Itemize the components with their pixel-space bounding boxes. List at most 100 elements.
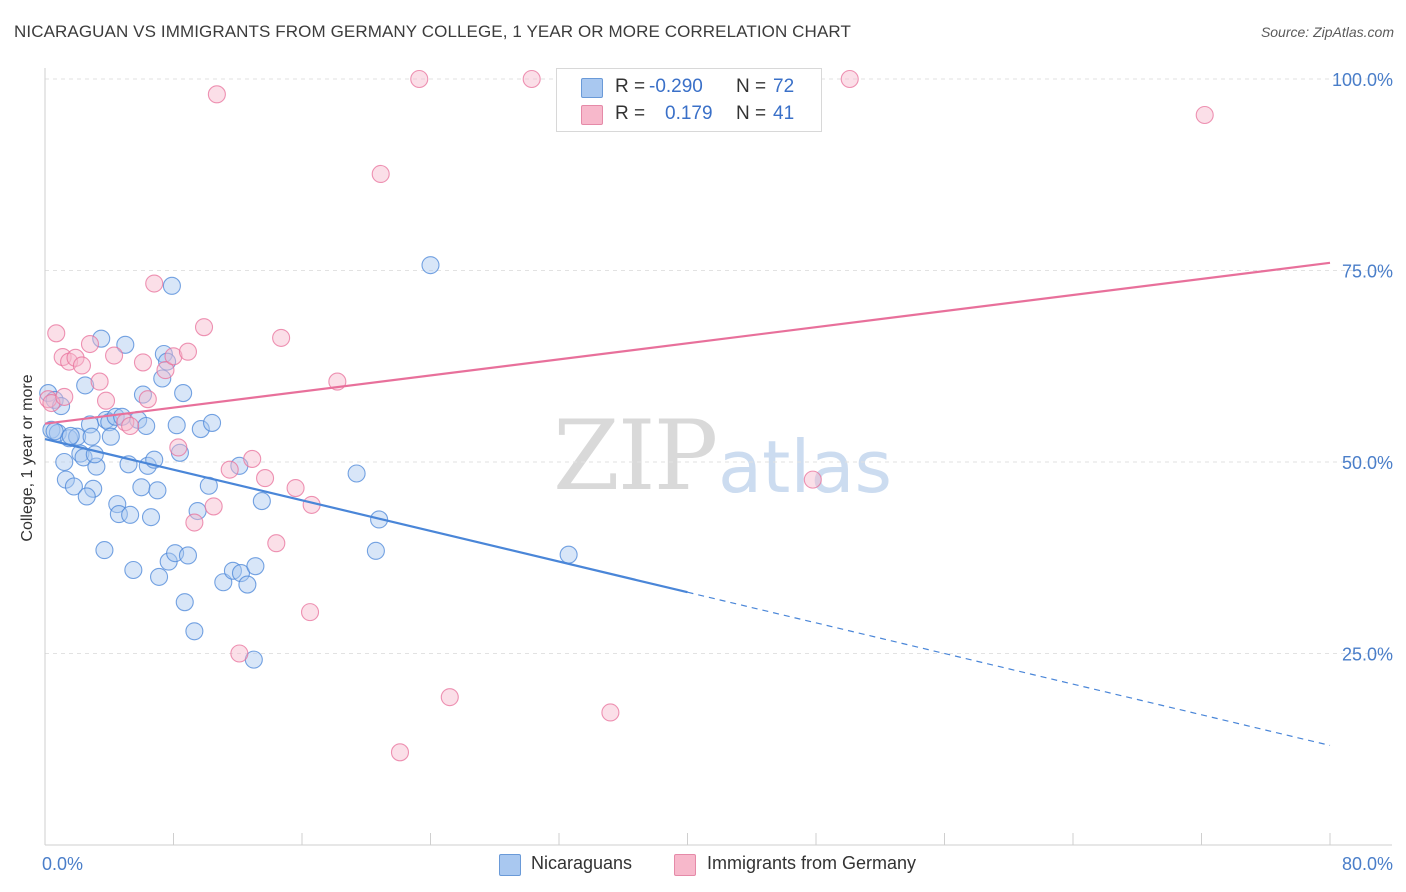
legend-label-nicaraguans: Nicaraguans	[531, 853, 633, 873]
nicaraguan-point	[76, 376, 95, 395]
nicaraguan-point	[347, 464, 366, 483]
germany-point	[1195, 105, 1214, 125]
nicaraguan-point	[61, 426, 80, 446]
nicaraguan-trend-line	[44, 437, 688, 594]
germany-point	[145, 274, 164, 293]
germany-point	[230, 644, 249, 663]
germany-point	[440, 688, 459, 707]
nicaraguan-point	[203, 413, 222, 432]
nicaraguan-point	[137, 416, 156, 436]
germany-point	[267, 534, 286, 553]
stats-r-value: -0.290	[649, 76, 703, 97]
germany-point	[55, 387, 74, 406]
nicaraguan-point	[116, 335, 135, 354]
nicaraguan-point	[559, 545, 578, 564]
germany-point	[840, 69, 859, 89]
watermark-atlas: atlas	[718, 425, 892, 509]
stats-r-value: 0.179	[665, 103, 713, 124]
y-tick-label: 100.0%	[1332, 70, 1393, 90]
germany-point	[72, 356, 91, 375]
nicaraguan-point	[421, 256, 440, 275]
nicaraguan-point	[366, 541, 385, 560]
germany-point	[105, 346, 124, 365]
germany-point	[272, 328, 291, 347]
x-tick-label-max: 80.0%	[1342, 854, 1393, 874]
x-tick-label-min: 0.0%	[42, 854, 83, 874]
germany-point	[390, 743, 410, 762]
legend-swatch-nicaraguans	[499, 854, 521, 876]
germany-point	[66, 348, 85, 367]
stats-n-label: N =	[736, 103, 767, 124]
germany-point	[90, 372, 109, 391]
nicaraguan-point	[174, 384, 193, 403]
chart-title: NICARAGUAN VS IMMIGRANTS FROM GERMANY CO…	[14, 22, 851, 41]
germany-point	[207, 85, 226, 104]
nicaraguan-point	[148, 481, 167, 500]
germany-point	[53, 348, 72, 367]
stats-box: R = -0.290 N = 72 R = 0.179 N = 41	[556, 68, 822, 132]
nicaraguan-trend-extension	[687, 591, 1331, 747]
germany-point	[371, 164, 390, 184]
nicaraguan-point	[124, 560, 143, 580]
nicaraguan-point	[238, 575, 257, 594]
nicaraguan-point	[231, 564, 251, 583]
germany-point	[47, 324, 66, 343]
stats-n-label: N =	[736, 76, 767, 97]
y-tick-label: 25.0%	[1342, 645, 1393, 665]
source-label: Source: ZipAtlas.com	[1260, 24, 1394, 40]
germany-point	[256, 469, 275, 488]
nicaraguan-point	[246, 557, 265, 576]
nicaraguan-point	[141, 508, 161, 527]
y-tick-label: 50.0%	[1342, 453, 1393, 473]
germany-point	[164, 347, 183, 366]
nicaraguan-point	[191, 420, 210, 439]
nicaraguan-point	[101, 427, 120, 446]
germany-point	[522, 69, 541, 89]
stats-swatch-nicaraguans	[581, 78, 603, 98]
nicaraguan-point	[95, 541, 114, 560]
germany-point	[300, 603, 320, 622]
germany-point	[410, 69, 429, 89]
nicaraguan-point	[149, 567, 169, 586]
germany-point	[121, 416, 140, 436]
germany-point	[601, 703, 620, 722]
legend-label-germany: Immigrants from Germany	[707, 853, 917, 873]
stats-r-label: R =	[615, 103, 646, 124]
germany-point	[803, 470, 822, 489]
nicaraguan-point	[82, 427, 101, 446]
y-axis-label: College, 1 year or more	[19, 374, 36, 542]
germany-point	[243, 449, 262, 468]
stats-n-value: 41	[773, 103, 795, 124]
nicaraguan-point	[167, 416, 186, 435]
stats-swatch-germany	[581, 105, 603, 125]
germany-point	[178, 342, 198, 361]
nicaraguan-point	[175, 593, 194, 612]
germany-point	[220, 460, 239, 479]
germany-point	[185, 513, 204, 532]
stats-n-value: 72	[773, 76, 795, 97]
germany-point	[156, 361, 175, 380]
germany-point	[138, 390, 157, 409]
germany-point	[169, 438, 188, 457]
y-tick-label: 75.0%	[1342, 262, 1393, 282]
nicaraguan-point	[121, 505, 140, 524]
germany-point	[133, 353, 153, 372]
nicaraguan-point	[64, 477, 83, 496]
germany-point	[96, 391, 116, 410]
nicaraguan-point	[55, 452, 74, 472]
stats-r-label: R =	[615, 76, 646, 97]
nicaraguan-point	[84, 479, 103, 498]
nicaraguan-point	[45, 422, 64, 441]
germany-point	[194, 318, 214, 337]
nicaraguan-point	[178, 546, 198, 565]
germany-point	[286, 478, 305, 498]
watermark-zip: ZIP	[553, 400, 718, 512]
germany-point	[80, 334, 100, 354]
nicaraguan-point	[92, 329, 111, 348]
nicaraguan-point	[185, 622, 204, 641]
nicaraguan-point	[252, 492, 271, 511]
germany-point	[204, 497, 223, 516]
legend-swatch-germany	[674, 854, 696, 876]
nicaraguan-point	[132, 478, 151, 497]
